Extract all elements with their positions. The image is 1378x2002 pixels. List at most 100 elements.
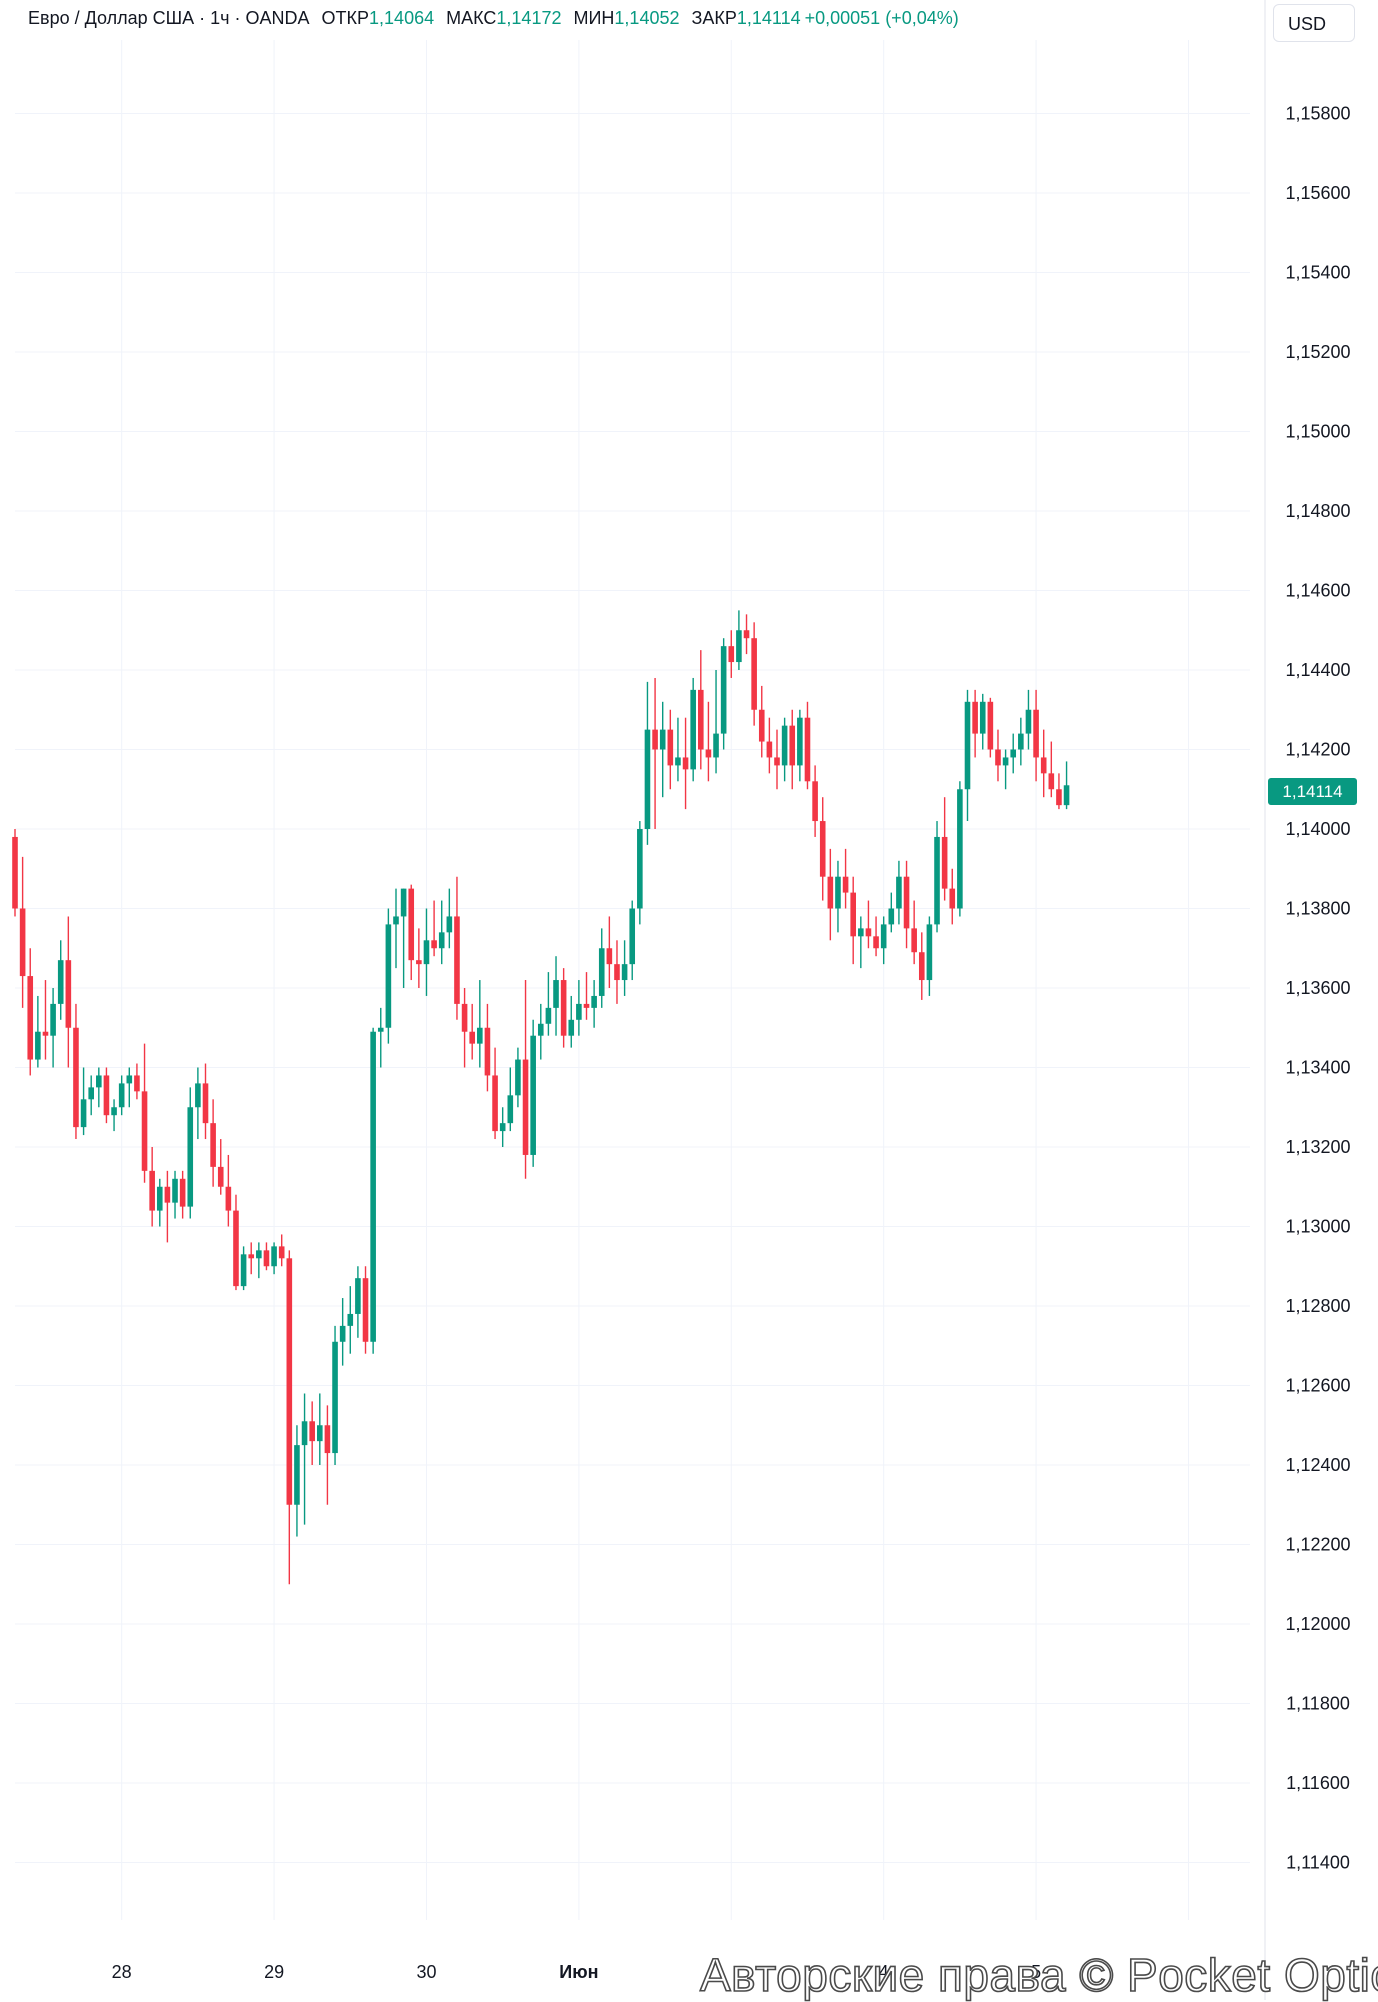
candle-body <box>743 630 750 639</box>
y-tick-label: 1,12400 <box>1285 1455 1350 1475</box>
candle <box>27 948 34 1076</box>
candle <box>362 1266 369 1354</box>
candle-body <box>903 876 910 929</box>
candle-body <box>301 1421 308 1446</box>
candle-body <box>263 1250 270 1267</box>
candle <box>294 1425 300 1537</box>
candle-body <box>865 928 872 937</box>
candle <box>850 876 856 965</box>
candle-body <box>690 689 696 770</box>
y-tick-label: 1,14600 <box>1285 581 1350 601</box>
candle <box>827 848 834 941</box>
candle-body <box>27 976 34 1060</box>
candle-body <box>553 980 559 1008</box>
candle <box>781 717 788 782</box>
candle-body <box>210 1123 216 1167</box>
candle-body <box>141 1091 148 1171</box>
candle-body <box>126 1075 133 1084</box>
candle-body <box>332 1341 338 1454</box>
y-tick-label: 1,12000 <box>1285 1614 1350 1634</box>
candle <box>469 1003 475 1060</box>
candle-body <box>568 1019 575 1036</box>
candle-body <box>324 1425 331 1454</box>
candle-body <box>1063 785 1070 806</box>
candle <box>225 1154 232 1227</box>
candle <box>195 1067 201 1140</box>
candle <box>1063 761 1070 810</box>
candle <box>705 701 712 782</box>
candle <box>202 1063 209 1140</box>
candle-body <box>515 1059 521 1096</box>
candle-body <box>621 964 628 981</box>
candle <box>240 1246 247 1291</box>
candle <box>88 1075 94 1116</box>
candle <box>911 900 917 965</box>
x-tick-label: 29 <box>264 1962 284 1982</box>
candle <box>492 1047 498 1140</box>
candle-body <box>317 1425 323 1442</box>
candle-body <box>827 876 834 909</box>
candle-body <box>12 836 18 909</box>
candle-body <box>576 1003 582 1020</box>
candle-body <box>560 980 567 1036</box>
candle-body <box>507 1095 514 1124</box>
y-tick-label: 1,14000 <box>1285 819 1350 839</box>
y-tick-label: 1,12600 <box>1285 1376 1350 1396</box>
candle-body <box>73 1027 79 1128</box>
candle-body <box>1018 733 1024 750</box>
candle <box>659 701 666 798</box>
candle <box>233 1194 239 1291</box>
candle <box>720 638 727 750</box>
candle-body <box>294 1445 300 1505</box>
candle <box>385 908 392 1044</box>
candle <box>118 1075 125 1116</box>
candle <box>256 1242 262 1279</box>
candle-body <box>461 1003 468 1032</box>
candle <box>941 797 948 901</box>
candle-body <box>949 888 956 909</box>
candle-body <box>256 1250 262 1259</box>
y-tick-label: 1,11600 <box>1286 1773 1350 1793</box>
candle-body <box>758 709 765 742</box>
candle-body <box>614 964 620 981</box>
candle <box>454 876 460 1020</box>
candle-body <box>774 757 780 766</box>
candle-body <box>934 836 940 925</box>
candle <box>355 1266 361 1338</box>
candle-body <box>835 876 841 909</box>
candle <box>598 928 605 1008</box>
candle-body <box>477 1027 483 1044</box>
candle-body <box>979 701 986 734</box>
candle-body <box>484 1027 491 1076</box>
candle <box>80 1067 87 1136</box>
candle <box>416 928 422 988</box>
candle-body <box>812 781 818 822</box>
candle-body <box>888 908 895 925</box>
candle-body <box>355 1278 361 1314</box>
candle-body <box>35 1031 41 1060</box>
currency-button[interactable]: USD <box>1273 4 1355 42</box>
candle <box>96 1067 102 1108</box>
candle-body <box>80 1099 87 1128</box>
candle-body <box>1056 789 1062 806</box>
candle-body <box>202 1083 209 1124</box>
candle <box>774 729 780 790</box>
candle-body <box>370 1031 376 1342</box>
candle-body <box>736 630 742 663</box>
candle <box>377 1007 384 1068</box>
candle <box>1002 749 1009 790</box>
candle-body <box>408 888 415 961</box>
candle <box>370 1027 376 1354</box>
candle-body <box>751 638 757 710</box>
candle-body <box>438 932 445 949</box>
low-label: МИН <box>573 8 615 28</box>
open-label: ОТКР <box>321 8 370 28</box>
candle <box>576 980 582 1036</box>
y-tick-label: 1,15400 <box>1285 263 1350 283</box>
candle <box>629 900 636 981</box>
y-axis: 1,15800 1,15600 1,15400 1,15200 1,15000 1,148… <box>1285 104 1350 1873</box>
y-tick-label: 1,15800 <box>1285 104 1350 124</box>
candle-body <box>842 876 849 893</box>
symbol-label[interactable]: Евро / Доллар США · 1ч · OANDA <box>28 8 310 28</box>
